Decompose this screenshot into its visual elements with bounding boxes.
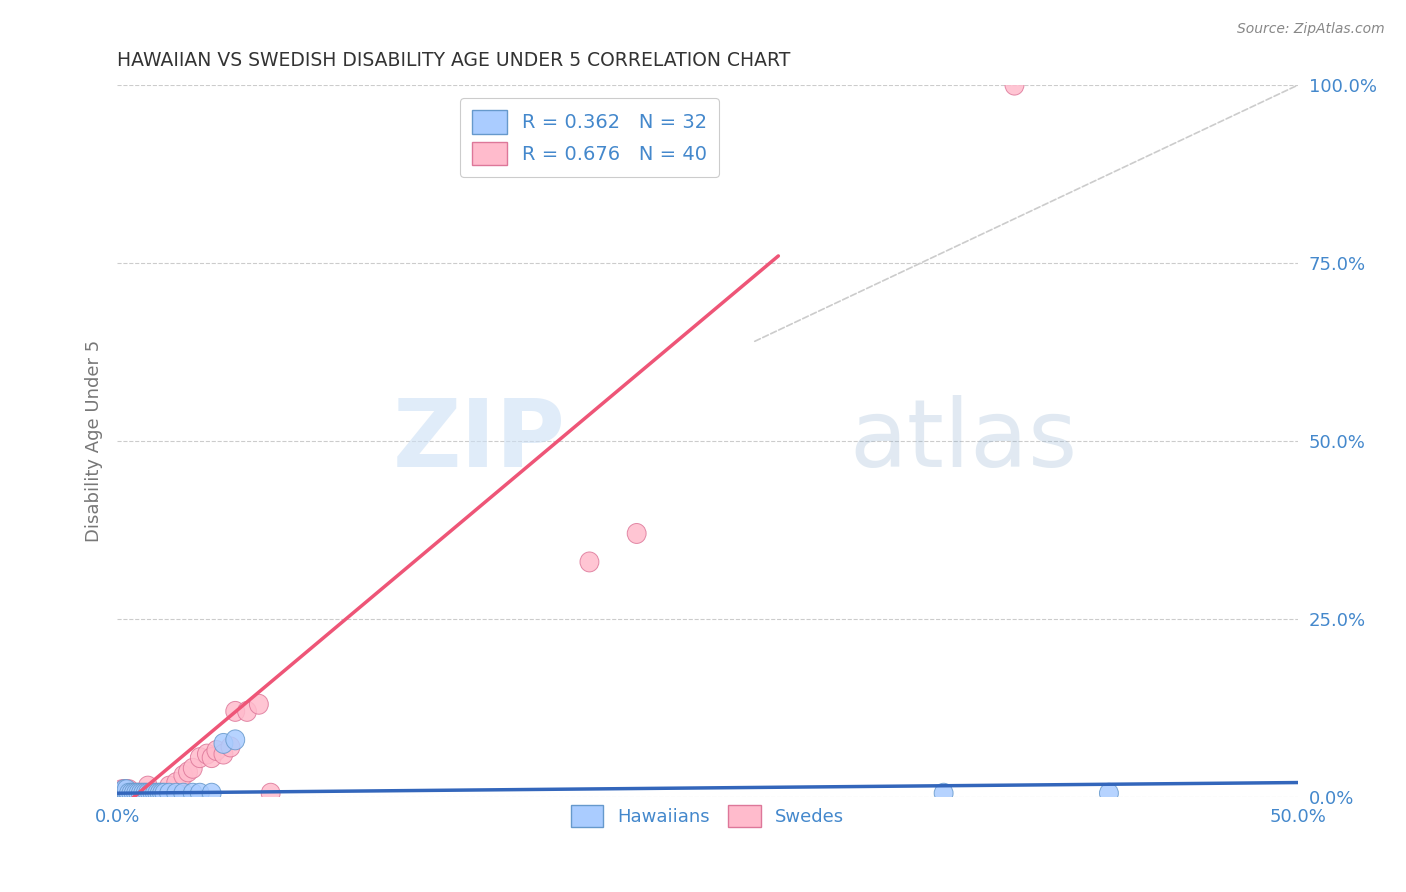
Ellipse shape [120,783,138,803]
Ellipse shape [112,780,131,799]
Ellipse shape [143,783,162,803]
Ellipse shape [190,783,209,803]
Legend: Hawaiians, Swedes: Hawaiians, Swedes [564,797,852,834]
Ellipse shape [138,776,157,796]
Ellipse shape [627,524,647,543]
Ellipse shape [115,780,134,799]
Ellipse shape [1005,75,1024,95]
Ellipse shape [197,744,217,764]
Text: ZIP: ZIP [392,395,565,487]
Ellipse shape [226,701,245,722]
Ellipse shape [124,783,143,803]
Text: Source: ZipAtlas.com: Source: ZipAtlas.com [1237,22,1385,37]
Ellipse shape [120,780,138,799]
Ellipse shape [110,783,129,803]
Ellipse shape [167,783,186,803]
Ellipse shape [112,783,131,803]
Ellipse shape [131,783,150,803]
Ellipse shape [238,701,256,722]
Ellipse shape [150,783,169,803]
Text: HAWAIIAN VS SWEDISH DISABILITY AGE UNDER 5 CORRELATION CHART: HAWAIIAN VS SWEDISH DISABILITY AGE UNDER… [117,51,790,70]
Ellipse shape [129,783,148,803]
Ellipse shape [134,783,153,803]
Ellipse shape [160,783,179,803]
Ellipse shape [207,740,226,761]
Ellipse shape [183,758,202,779]
Ellipse shape [148,783,167,803]
Ellipse shape [150,783,169,803]
Ellipse shape [174,765,193,785]
Ellipse shape [141,783,160,803]
Ellipse shape [117,783,136,803]
Ellipse shape [112,783,131,803]
Ellipse shape [174,783,193,803]
Ellipse shape [221,737,240,757]
Ellipse shape [179,762,197,782]
Ellipse shape [226,730,245,750]
Ellipse shape [214,733,233,754]
Ellipse shape [136,783,155,803]
Ellipse shape [249,694,269,714]
Ellipse shape [124,783,143,803]
Text: atlas: atlas [849,395,1077,487]
Ellipse shape [155,783,174,803]
Ellipse shape [141,783,160,803]
Ellipse shape [202,747,221,768]
Ellipse shape [146,783,165,803]
Ellipse shape [131,783,150,803]
Ellipse shape [146,783,165,803]
Y-axis label: Disability Age Under 5: Disability Age Under 5 [86,340,103,542]
Ellipse shape [581,552,599,572]
Ellipse shape [214,744,233,764]
Ellipse shape [120,783,138,803]
Ellipse shape [138,783,157,803]
Ellipse shape [190,747,209,768]
Ellipse shape [122,783,141,803]
Ellipse shape [110,783,129,803]
Ellipse shape [115,780,134,799]
Ellipse shape [202,783,221,803]
Ellipse shape [1099,783,1118,803]
Ellipse shape [127,783,146,803]
Ellipse shape [153,783,172,803]
Ellipse shape [183,783,202,803]
Ellipse shape [136,783,155,803]
Ellipse shape [127,783,146,803]
Ellipse shape [143,783,162,803]
Ellipse shape [117,783,136,803]
Ellipse shape [122,783,141,803]
Ellipse shape [167,772,186,792]
Ellipse shape [934,783,953,803]
Ellipse shape [155,783,174,803]
Ellipse shape [115,783,134,803]
Ellipse shape [160,776,179,796]
Ellipse shape [117,780,136,799]
Ellipse shape [134,783,153,803]
Ellipse shape [117,780,136,799]
Ellipse shape [129,783,148,803]
Ellipse shape [115,783,134,803]
Ellipse shape [262,783,280,803]
